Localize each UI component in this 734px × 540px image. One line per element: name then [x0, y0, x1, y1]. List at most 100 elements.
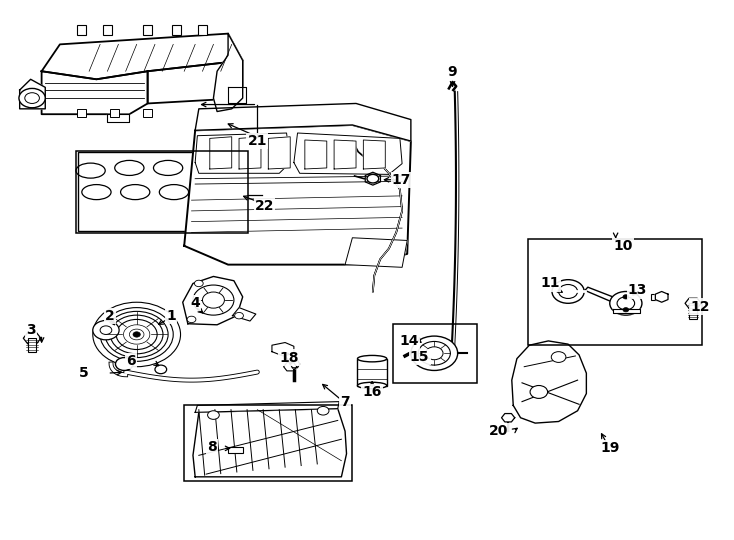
Circle shape: [193, 285, 234, 315]
Text: 13: 13: [628, 284, 647, 298]
Text: 15: 15: [410, 350, 429, 364]
Circle shape: [25, 93, 40, 104]
Bar: [143, 110, 152, 117]
Circle shape: [92, 302, 181, 367]
Circle shape: [552, 280, 584, 303]
Ellipse shape: [357, 382, 387, 389]
Polygon shape: [501, 414, 515, 422]
Polygon shape: [184, 125, 411, 265]
Text: 18: 18: [279, 350, 299, 365]
Polygon shape: [107, 114, 129, 122]
Circle shape: [530, 386, 548, 399]
Bar: [103, 25, 112, 35]
Polygon shape: [210, 137, 232, 169]
Bar: [198, 25, 207, 35]
Polygon shape: [294, 133, 402, 174]
Polygon shape: [334, 140, 356, 169]
Bar: [357, 359, 387, 386]
Circle shape: [426, 347, 443, 360]
Text: 9: 9: [448, 65, 457, 79]
Bar: [77, 110, 86, 117]
Circle shape: [367, 174, 379, 183]
Bar: [651, 294, 665, 300]
Circle shape: [100, 326, 112, 334]
Polygon shape: [269, 137, 290, 169]
Text: 5: 5: [79, 366, 88, 380]
Circle shape: [208, 411, 219, 420]
Bar: [689, 303, 697, 320]
Polygon shape: [305, 140, 327, 169]
Text: 6: 6: [126, 354, 136, 368]
Polygon shape: [42, 71, 148, 114]
Polygon shape: [512, 341, 586, 423]
Ellipse shape: [357, 355, 387, 362]
Text: 3: 3: [26, 323, 35, 337]
Bar: [78, 152, 247, 231]
Circle shape: [317, 407, 329, 415]
Polygon shape: [193, 409, 346, 477]
Bar: [228, 447, 243, 453]
Polygon shape: [228, 87, 247, 104]
Circle shape: [235, 313, 244, 319]
Polygon shape: [20, 79, 46, 109]
Polygon shape: [233, 308, 256, 321]
Text: 22: 22: [255, 199, 275, 213]
Text: 1: 1: [166, 309, 176, 323]
Polygon shape: [42, 33, 243, 79]
Text: 17: 17: [392, 173, 411, 187]
Text: 16: 16: [363, 386, 382, 400]
Polygon shape: [148, 60, 243, 104]
Polygon shape: [195, 133, 290, 173]
Circle shape: [195, 280, 203, 287]
Text: 11: 11: [540, 276, 559, 291]
Polygon shape: [585, 287, 616, 302]
Polygon shape: [655, 292, 668, 302]
Text: 4: 4: [190, 296, 200, 310]
Bar: [172, 25, 181, 35]
Text: 14: 14: [399, 334, 419, 348]
Circle shape: [617, 297, 635, 310]
Polygon shape: [366, 172, 380, 185]
Bar: [77, 25, 86, 35]
Text: 10: 10: [613, 239, 633, 253]
Text: 7: 7: [341, 395, 350, 409]
Circle shape: [411, 336, 458, 370]
Circle shape: [133, 332, 140, 337]
Text: 21: 21: [247, 134, 267, 148]
Circle shape: [610, 292, 642, 315]
Bar: [393, 323, 476, 383]
Circle shape: [187, 316, 196, 322]
Bar: [29, 338, 36, 352]
Bar: [110, 110, 119, 117]
Bar: [184, 406, 352, 481]
Circle shape: [92, 321, 119, 340]
Circle shape: [623, 308, 629, 312]
Polygon shape: [23, 333, 41, 344]
Polygon shape: [613, 309, 640, 313]
Circle shape: [418, 341, 451, 365]
Circle shape: [155, 365, 167, 374]
Polygon shape: [685, 298, 701, 308]
Polygon shape: [345, 238, 407, 267]
Bar: [143, 25, 152, 35]
Text: 8: 8: [207, 440, 217, 454]
Polygon shape: [290, 360, 299, 368]
Circle shape: [559, 285, 578, 299]
Text: 20: 20: [489, 424, 509, 438]
Text: 12: 12: [690, 300, 710, 314]
Bar: [76, 151, 248, 233]
Polygon shape: [283, 362, 297, 371]
Polygon shape: [195, 104, 411, 141]
Polygon shape: [195, 402, 339, 413]
Polygon shape: [272, 342, 294, 356]
Circle shape: [19, 89, 46, 108]
Polygon shape: [214, 33, 243, 112]
Polygon shape: [183, 276, 243, 325]
Bar: [528, 239, 702, 345]
Polygon shape: [239, 137, 261, 169]
Polygon shape: [363, 140, 385, 169]
Circle shape: [623, 295, 629, 299]
Text: 19: 19: [600, 441, 619, 455]
Circle shape: [203, 292, 225, 308]
Circle shape: [551, 352, 566, 362]
